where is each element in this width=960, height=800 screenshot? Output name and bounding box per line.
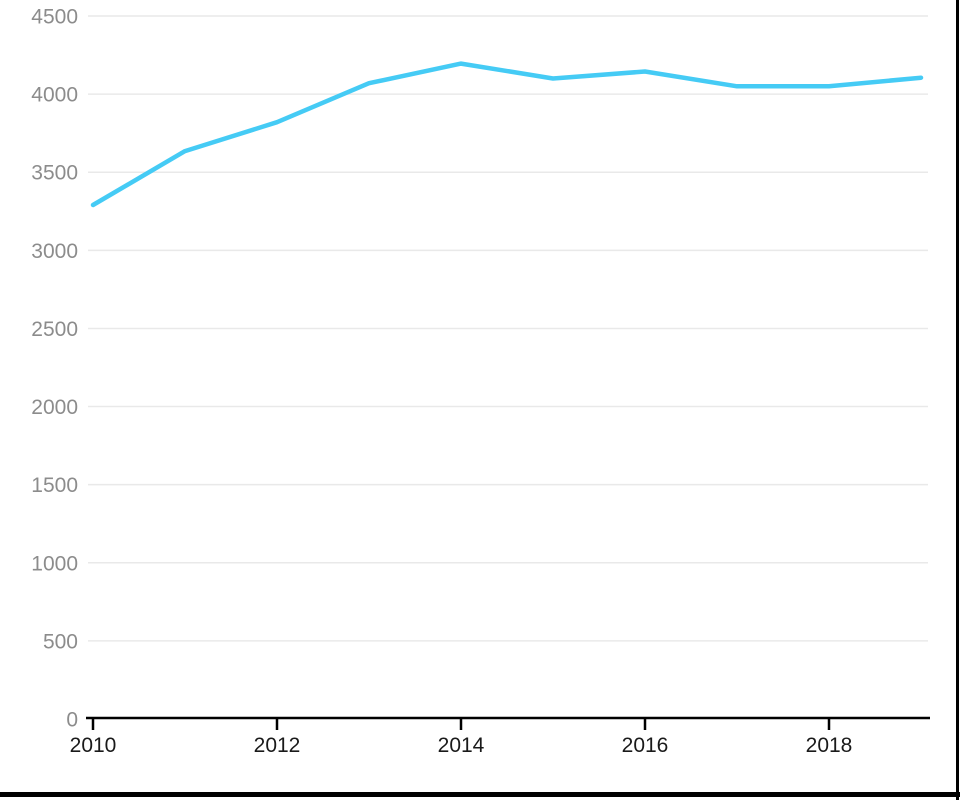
window-border-right [956,0,959,800]
y-tick-label: 4000 [31,84,78,107]
x-tick-label: 2014 [438,734,485,757]
x-tick-label: 2016 [622,734,669,757]
y-tick-label: 3000 [31,240,78,263]
y-tick-label: 0 [66,709,78,732]
y-tick-label: 1000 [31,552,78,575]
y-tick-label: 3500 [31,162,78,185]
window-border-bottom [0,792,960,797]
data-line [90,61,924,208]
y-tick-label: 1500 [31,474,78,497]
y-tick-label: 2000 [31,396,78,419]
x-tick-label: 2018 [806,734,853,757]
y-tick-label: 4500 [31,6,78,29]
y-tick-label: 500 [43,630,78,653]
y-tick-label: 2500 [31,318,78,341]
x-tick-label: 2012 [254,734,301,757]
x-tick-label: 2010 [70,734,117,757]
